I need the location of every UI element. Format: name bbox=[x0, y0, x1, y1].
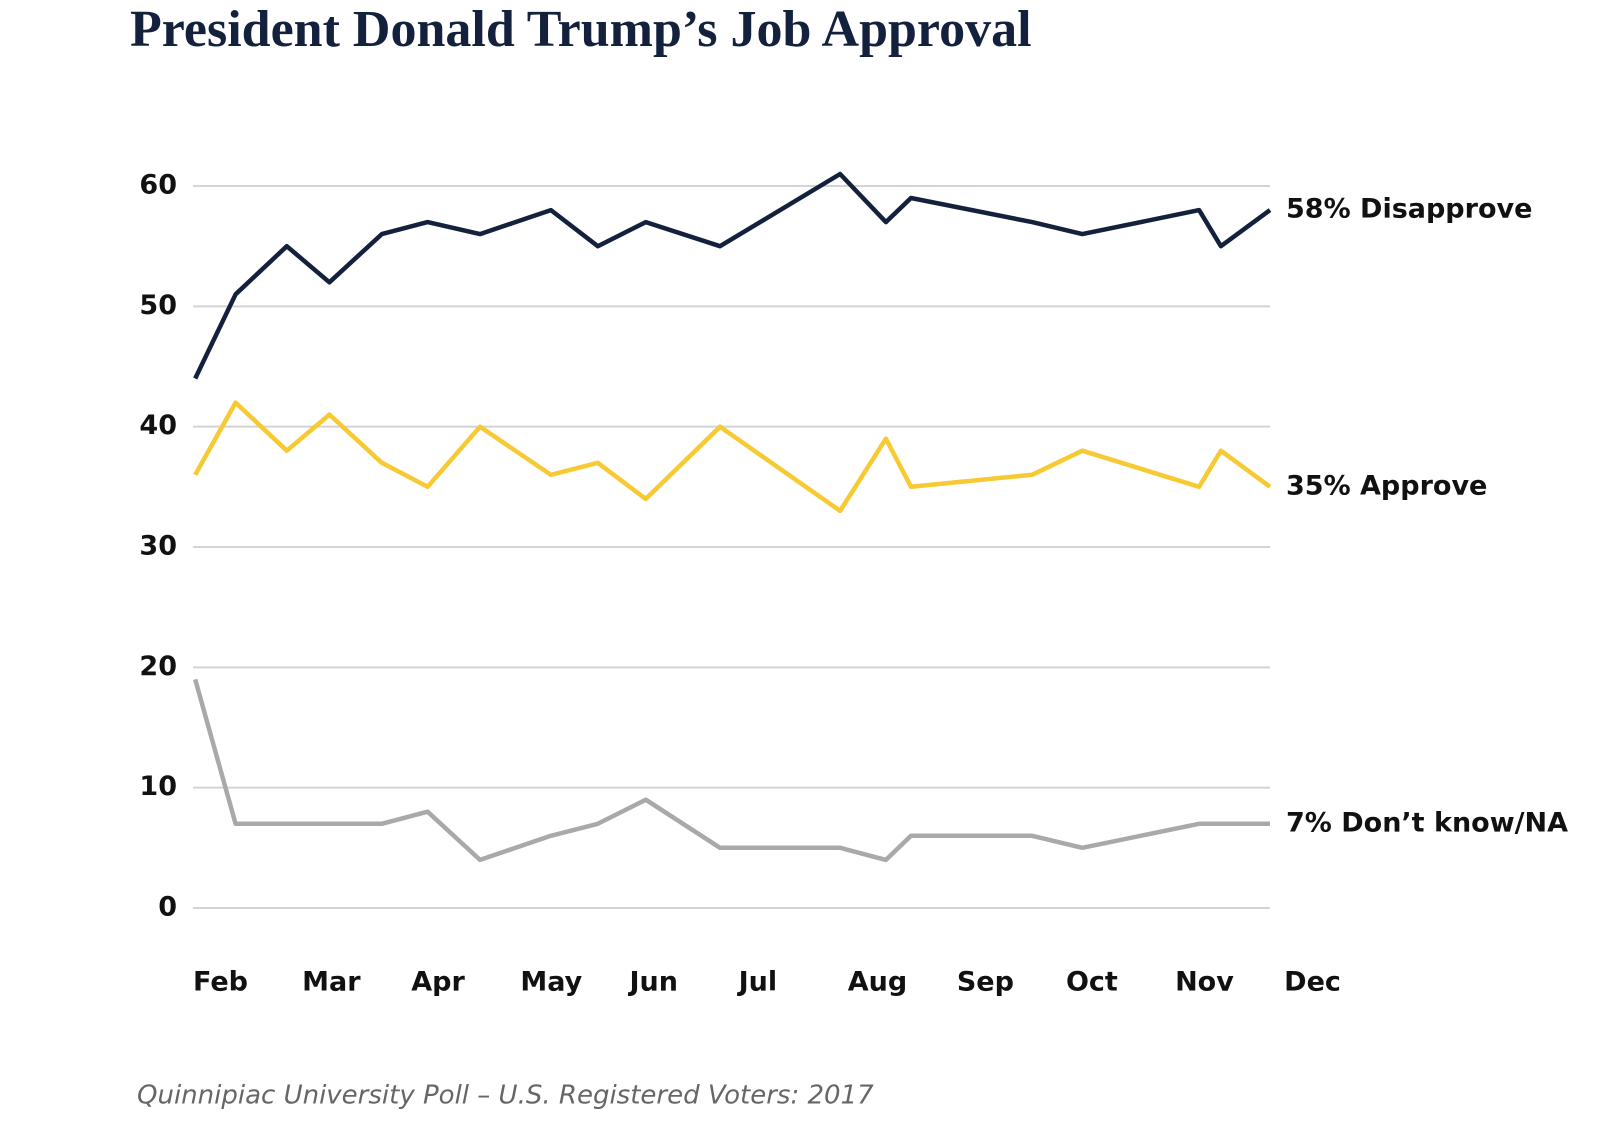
x-tick-label: Aug bbox=[848, 967, 907, 998]
x-tick-label: Apr bbox=[411, 967, 465, 998]
x-tick-label: Sep bbox=[957, 967, 1014, 998]
y-tick-label: 20 bbox=[139, 651, 177, 682]
y-tick-label: 10 bbox=[139, 771, 177, 802]
y-tick-label: 30 bbox=[139, 531, 177, 562]
series-line bbox=[193, 171, 1272, 380]
legend-label: 35% Approve bbox=[1286, 470, 1487, 501]
x-tick-label: Jun bbox=[627, 967, 678, 998]
series-line bbox=[193, 400, 1272, 514]
x-tick-label: Nov bbox=[1175, 967, 1234, 998]
caption: Quinnipiac University Poll – U.S. Regist… bbox=[137, 1081, 874, 1111]
chart-title: President Donald Trump’s Job Approval bbox=[130, 1, 1032, 58]
x-tick-label: Feb bbox=[193, 967, 248, 998]
x-tick-label: Dec bbox=[1284, 967, 1341, 998]
x-tick-label: Mar bbox=[302, 967, 361, 998]
legend-label: 7% Don’t know/NA bbox=[1286, 807, 1568, 838]
y-tick-label: 0 bbox=[158, 892, 177, 923]
y-tick-label: 50 bbox=[139, 290, 177, 321]
x-tick-label: Oct bbox=[1066, 967, 1118, 998]
x-tick-label: Jul bbox=[737, 967, 778, 998]
y-tick-label: 40 bbox=[139, 410, 177, 441]
y-tick-label: 60 bbox=[139, 170, 177, 201]
series-line bbox=[193, 678, 1270, 863]
legend-label: 58% Disapprove bbox=[1286, 194, 1532, 225]
x-tick-label: May bbox=[520, 967, 582, 998]
